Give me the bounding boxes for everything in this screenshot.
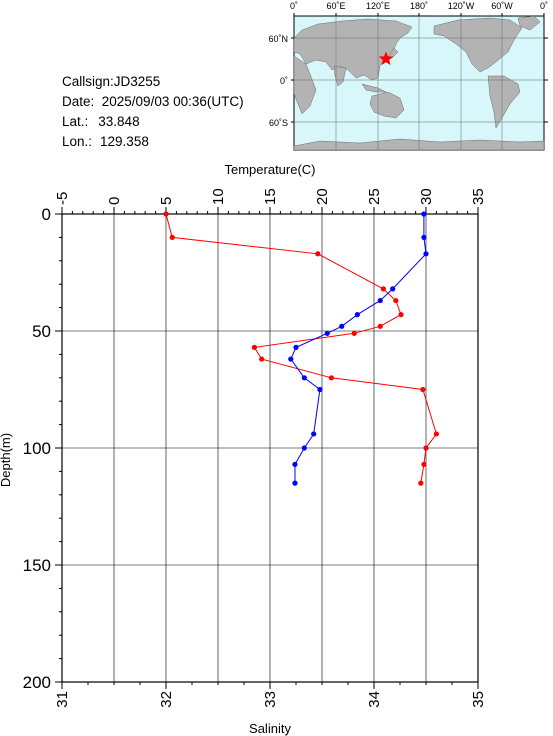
- data-point-temperature: [377, 323, 383, 329]
- data-point-temperature: [421, 461, 427, 467]
- series-temperature: [163, 211, 439, 486]
- data-point-salinity: [292, 480, 298, 486]
- data-point-temperature: [169, 234, 175, 240]
- y-tick-label: 50: [32, 322, 51, 341]
- map-top-tick-3: 180˚: [410, 1, 428, 11]
- data-point-temperature: [423, 445, 429, 451]
- data-point-salinity: [390, 286, 396, 292]
- y-tick-label: 0: [42, 205, 51, 224]
- map-frame-ticks: [291, 13, 548, 123]
- data-point-salinity: [421, 234, 427, 240]
- land-australia: [369, 91, 405, 119]
- data-point-salinity: [339, 323, 345, 329]
- top-tick-label: 5: [158, 197, 175, 205]
- data-point-temperature: [380, 286, 386, 292]
- bottom-tick-label: 35: [470, 691, 487, 708]
- y-tick-label: 200: [23, 673, 51, 692]
- land-north-america: [433, 17, 523, 73]
- top-tick-label: 20: [314, 188, 331, 205]
- data-point-temperature: [163, 211, 169, 217]
- longitude-label: Lon.:: [62, 134, 93, 149]
- data-point-salinity: [324, 330, 330, 336]
- bottom-tick-label: 34: [366, 691, 383, 708]
- data-point-temperature: [351, 330, 357, 336]
- longitude-row: Lon.: 129.358: [62, 132, 244, 152]
- y-tick-label: 100: [23, 439, 51, 458]
- map-top-tick-0: 0˚: [290, 1, 298, 11]
- bottom-axis-ticks: [61, 682, 479, 689]
- data-point-salinity: [301, 375, 307, 381]
- data-point-salinity: [354, 312, 360, 318]
- data-point-temperature: [418, 480, 424, 486]
- map-top-tick-5: 60˚W: [491, 1, 513, 11]
- top-axis-title: Temperature(C): [224, 162, 315, 177]
- y-axis-ticks: [55, 213, 62, 683]
- map-left-tick-1: 0˚: [280, 76, 288, 86]
- bottom-axis-title: Salinity: [249, 721, 291, 736]
- land-europe-asia: [293, 18, 413, 81]
- map-top-tick-6: 0˚: [540, 1, 548, 11]
- latitude-row: Lat.: 33.848: [62, 112, 244, 132]
- data-point-temperature: [259, 356, 265, 362]
- data-point-temperature: [315, 251, 321, 257]
- data-point-temperature: [328, 375, 334, 381]
- top-tick-label: -5: [54, 192, 71, 205]
- top-tick-label: 25: [366, 188, 383, 205]
- series-line-temperature: [165, 213, 437, 484]
- top-tick-label: 35: [470, 188, 487, 205]
- data-point-temperature: [420, 386, 426, 393]
- chart-grid: [62, 214, 478, 682]
- land-indonesia: [361, 83, 387, 93]
- date-text: Date: 2025/09/03 00:36(UTC): [62, 94, 244, 109]
- top-tick-label: 10: [210, 188, 227, 205]
- data-point-salinity: [421, 211, 427, 217]
- data-point-salinity: [301, 445, 307, 451]
- series-salinity: [288, 211, 429, 486]
- data-point-temperature: [398, 312, 404, 318]
- map-top-tick-1: 60˚E: [326, 1, 345, 11]
- map-left-tick-0: 60˚N: [268, 34, 288, 44]
- station-marker-icon: [378, 51, 394, 66]
- data-point-salinity: [311, 431, 317, 437]
- land-japan: [387, 47, 399, 59]
- longitude-value: 129.358: [100, 134, 149, 149]
- bottom-tick-label: 33: [262, 691, 279, 708]
- map-left-tick-2: 60˚S: [269, 118, 288, 128]
- data-point-salinity: [293, 344, 299, 350]
- land-greenland: [517, 15, 541, 31]
- top-tick-label: 15: [262, 188, 279, 205]
- series-line-salinity: [290, 214, 427, 484]
- data-point-salinity: [377, 297, 383, 304]
- data-point-salinity: [288, 356, 294, 362]
- y-axis-title: Depth(m): [0, 433, 13, 487]
- land-africa: [293, 55, 317, 115]
- data-point-temperature: [433, 431, 439, 437]
- data-point-salinity: [423, 251, 429, 257]
- data-point-salinity: [317, 386, 323, 393]
- data-point-salinity: [292, 461, 298, 467]
- map-grid-lines: [294, 16, 544, 150]
- latitude-value: 33.848: [98, 114, 140, 129]
- data-point-temperature: [393, 297, 399, 304]
- bottom-tick-label: 32: [158, 691, 175, 708]
- data-point-temperature: [251, 344, 257, 350]
- land-india: [333, 65, 347, 87]
- latitude-label: Lat.:: [62, 114, 89, 129]
- top-axis-ticks: [61, 207, 479, 214]
- bottom-tick-label: 31: [54, 691, 71, 708]
- world-map: 0˚ 60˚E 120˚E 180˚ 120˚W 60˚W 0˚ 60˚N 0˚…: [268, 1, 548, 151]
- map-top-tick-2: 120˚E: [366, 1, 390, 11]
- top-tick-label: 0: [106, 197, 123, 205]
- top-tick-label: 30: [418, 188, 435, 205]
- callsign-text: Callsign:JD3255: [62, 74, 161, 89]
- station-info: Callsign:JD3255 Date: 2025/09/03 00:36(U…: [62, 72, 244, 152]
- y-tick-label: 150: [23, 556, 51, 575]
- map-top-tick-4: 120˚W: [448, 1, 475, 11]
